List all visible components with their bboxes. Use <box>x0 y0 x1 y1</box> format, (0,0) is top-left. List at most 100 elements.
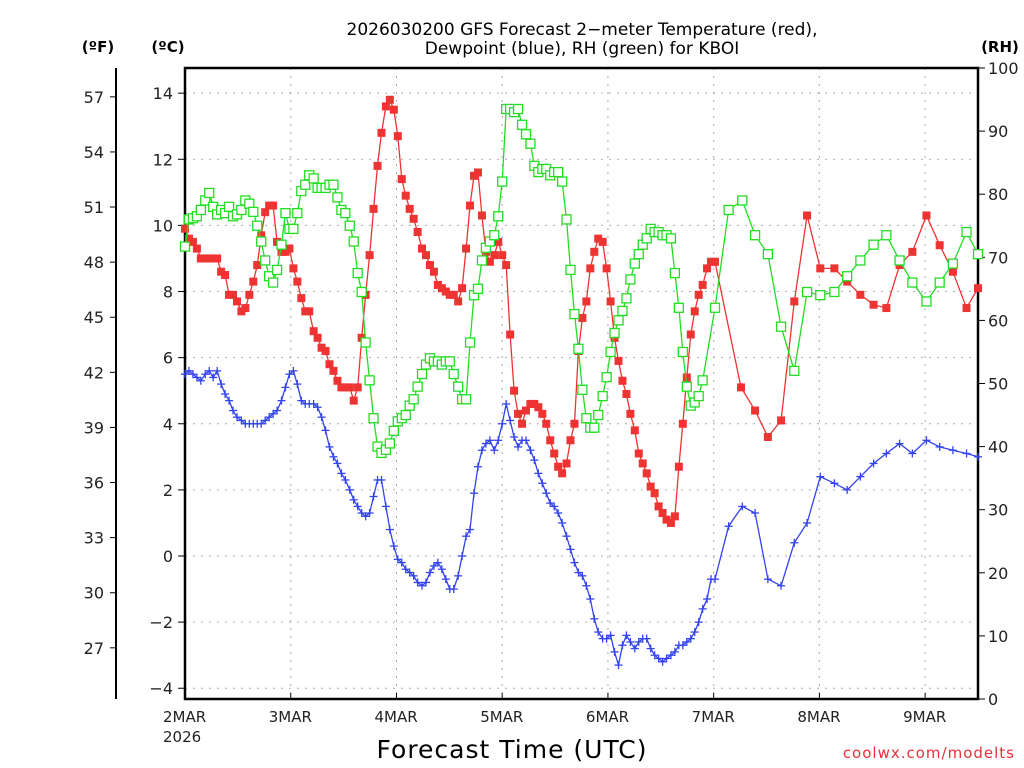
dewpoint-point <box>882 449 891 458</box>
dewpoint-point <box>421 578 430 587</box>
credit-link[interactable]: coolwx.com/modelts <box>843 744 1015 762</box>
dewpoint-point <box>594 628 603 637</box>
dewpoint-point <box>895 439 904 448</box>
dewpoint-point <box>816 472 825 481</box>
dewpoint-point <box>590 614 599 623</box>
dewpoint-point <box>502 399 511 408</box>
dewpoint-point <box>566 545 575 554</box>
rh-point <box>921 296 932 307</box>
temperature-point <box>622 390 631 399</box>
temperature-point <box>686 330 695 339</box>
temperature-point <box>578 313 587 322</box>
temperature-point <box>554 462 563 471</box>
rh-point <box>328 179 339 190</box>
temperature-point <box>510 386 519 395</box>
temperature-point <box>325 360 334 369</box>
temperature-point <box>638 459 647 468</box>
temperature-point <box>777 416 786 425</box>
temperature-point <box>670 512 679 521</box>
rh-point <box>723 204 734 216</box>
temperature-point <box>606 297 615 306</box>
fahrenheit-axis-label: (ºF) <box>82 38 114 56</box>
dewpoint-point <box>449 585 458 594</box>
dewpoint-point <box>498 419 507 428</box>
rh-point <box>288 223 299 235</box>
dewpoint-point <box>273 406 282 415</box>
rh-point <box>581 413 592 424</box>
dewpoint-point <box>437 565 446 574</box>
rh-tick-label: 10 <box>988 627 1008 646</box>
dewpoint-point <box>389 542 398 551</box>
rh-point <box>577 384 588 395</box>
dewpoint-point <box>213 366 222 375</box>
temperature-point <box>321 347 330 356</box>
celsius-tick-label: 12 <box>153 150 173 169</box>
rh-point <box>252 220 263 231</box>
dewpoint-point <box>313 403 322 412</box>
dewpoint-point <box>349 495 358 504</box>
rh-point <box>842 271 853 282</box>
temperature-point <box>506 330 515 339</box>
rh-point <box>516 119 528 130</box>
rh-point <box>617 305 628 317</box>
dewpoint-point <box>562 532 571 541</box>
rh-point <box>204 187 215 199</box>
temperature-point <box>690 307 699 316</box>
fahrenheit-tick-label: 39 <box>84 418 104 437</box>
fahrenheit-tick-label: 51 <box>84 198 104 217</box>
temperature-point <box>634 449 643 458</box>
fahrenheit-tick-label: 45 <box>84 308 104 327</box>
celsius-tick-label: 10 <box>153 216 173 235</box>
dewpoint-point <box>345 485 354 494</box>
temperature-point <box>558 469 567 478</box>
rh-point <box>697 375 708 386</box>
dewpoint-point <box>578 571 587 580</box>
rh-point <box>621 293 632 304</box>
temperature-point <box>229 290 238 299</box>
temperature-point <box>473 168 482 177</box>
dewpoint-point <box>466 525 475 534</box>
rh-tick-label: 0 <box>988 690 998 709</box>
temperature-point <box>682 373 691 382</box>
series-relative-humidity <box>179 103 984 459</box>
dewpoint-point <box>369 492 378 501</box>
dewpoint-point <box>317 413 326 422</box>
temperature-point <box>409 214 418 223</box>
rh-point <box>947 258 959 269</box>
dewpoint-point <box>521 436 530 445</box>
series-line <box>184 107 979 454</box>
fahrenheit-tick-label: 33 <box>84 529 104 548</box>
rh-point <box>881 230 892 241</box>
dewpoint-point <box>738 502 747 511</box>
x-tick-label: 7MAR <box>692 708 735 726</box>
dewpoint-point <box>618 641 627 650</box>
dewpoint-point <box>948 446 957 455</box>
temperature-point <box>534 403 543 412</box>
dewpoint-point <box>454 571 463 580</box>
rh-point <box>855 255 866 266</box>
temperature-point <box>377 128 386 137</box>
temperature-point <box>381 102 390 111</box>
rh-point <box>749 230 761 241</box>
rh-point <box>673 302 685 313</box>
rh-point <box>195 204 207 216</box>
axes: 14121086420−2−45754514845423936333027010… <box>84 59 1019 746</box>
temperature-point <box>803 211 812 220</box>
dewpoint-point <box>703 594 712 603</box>
dewpoint-point <box>974 452 982 461</box>
rh-point <box>681 381 692 392</box>
rh-point <box>613 315 624 326</box>
temperature-point <box>703 264 712 273</box>
temperature-point <box>397 175 406 184</box>
dewpoint-point <box>662 654 671 663</box>
temperature-point <box>389 105 398 114</box>
temperature-point <box>413 228 422 237</box>
temperature-point <box>538 409 547 418</box>
rh-point <box>961 226 972 238</box>
dewpoint-point <box>514 442 523 451</box>
temperature-point <box>365 251 374 260</box>
temperature-point <box>666 518 675 527</box>
rh-point <box>829 286 840 298</box>
x-tick-label: 6MAR <box>586 708 629 726</box>
fahrenheit-tick-label: 48 <box>84 253 104 272</box>
